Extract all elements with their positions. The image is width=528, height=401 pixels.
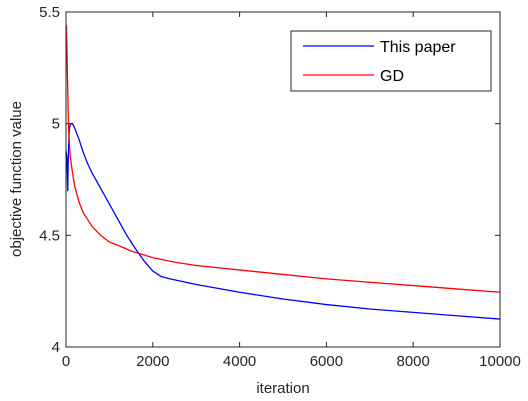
series-line-gd (65, 24, 501, 293)
legend-label-gd: GD (380, 68, 404, 85)
y-tick-label: 5 (52, 116, 60, 133)
x-tick-label: 10000 (479, 353, 521, 370)
y-axis-label: objective function value (8, 101, 25, 257)
legend-label-this-paper: This paper (380, 39, 456, 56)
x-tick-label: 0 (62, 353, 70, 370)
plot-frame (65, 11, 501, 348)
x-tick-label: 4000 (223, 353, 256, 370)
series-layer (65, 24, 501, 320)
x-tick-label: 8000 (397, 353, 430, 370)
legend-box (290, 30, 492, 92)
x-tick-label: 2000 (136, 353, 169, 370)
x-axis-label: iteration (256, 380, 309, 397)
x-tick-label: 6000 (310, 353, 343, 370)
y-tick-label: 5.5 (39, 4, 60, 21)
legend: This paper GD (290, 30, 492, 92)
tick-layer: 0 2000 4000 6000 8000 10000 4 4.5 5 5.5 (39, 4, 521, 370)
y-tick-label: 4.5 (39, 227, 60, 244)
y-tick-label: 4 (52, 339, 60, 356)
